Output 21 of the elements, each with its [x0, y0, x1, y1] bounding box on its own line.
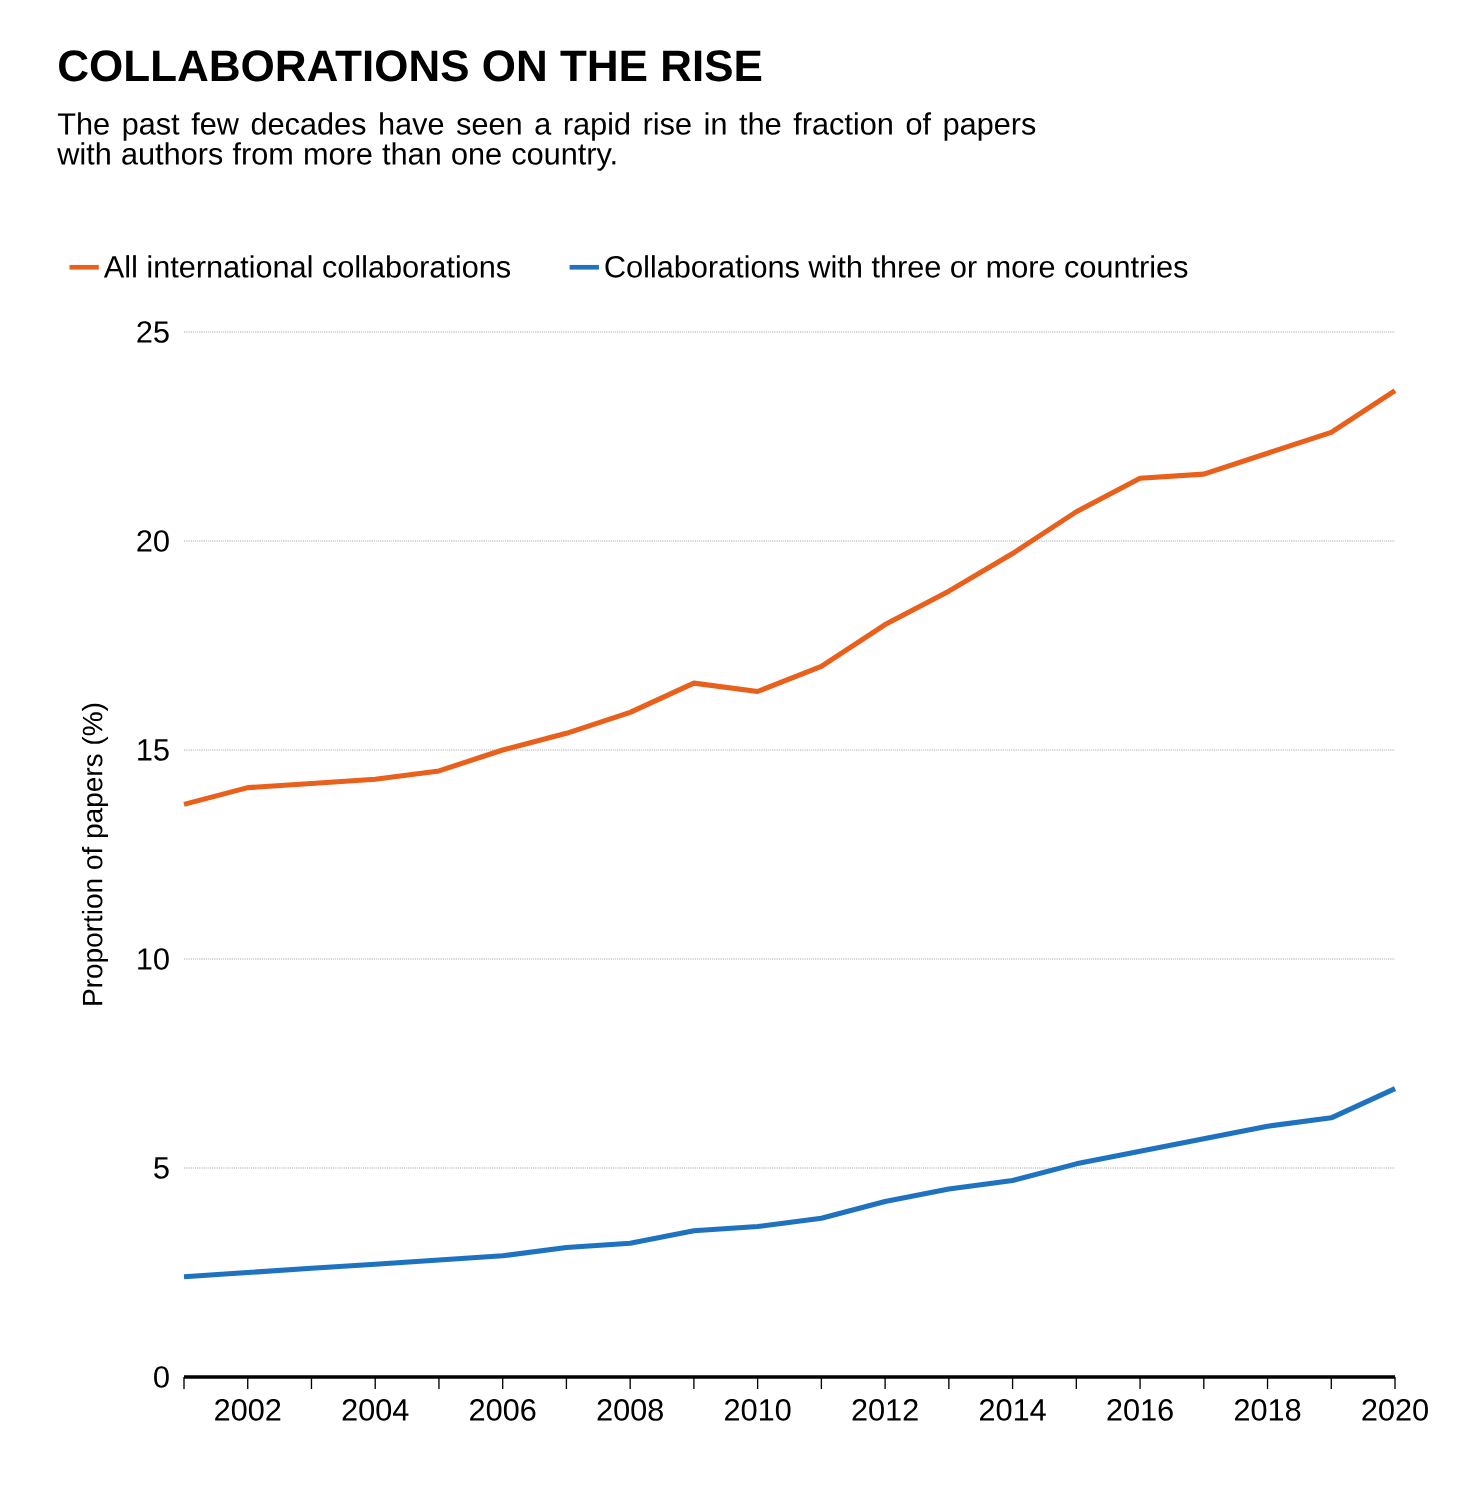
x-tick-label: 2006	[470, 1399, 536, 1421]
x-tick-label: 2008	[597, 1399, 663, 1421]
x-tick-label: 2016	[1107, 1399, 1173, 1421]
y-tick-label: 10	[138, 948, 169, 970]
x-tick-label: 2012	[852, 1399, 918, 1421]
y-tick-label: 20	[137, 530, 169, 552]
x-tick-label: 2014	[980, 1399, 1046, 1421]
x-tick-label: 2004	[342, 1399, 409, 1421]
chart-subtitle: The past few decades have seen a rapid rise in the fraction of papers with authors from more than one country.	[57, 112, 1036, 171]
y-axis-title: Proportion of papers (%)	[81, 703, 109, 1005]
legend-label: Collaborations with three or more countries	[605, 255, 1188, 278]
x-tick-label: 2010	[725, 1399, 791, 1421]
x-tick-label: 2020	[1362, 1399, 1428, 1421]
legend-label: All international collaborations	[103, 255, 511, 278]
y-tick-label: 5	[154, 1157, 169, 1179]
x-tick-label: 2018	[1234, 1399, 1301, 1421]
y-tick-label: 25	[137, 321, 169, 343]
y-tick-label: 0	[154, 1366, 169, 1388]
y-tick-label: 15	[138, 739, 169, 761]
chart-title: COLLABORATIONS ON THE RISE	[59, 50, 762, 82]
x-tick-label: 2002	[215, 1399, 281, 1421]
